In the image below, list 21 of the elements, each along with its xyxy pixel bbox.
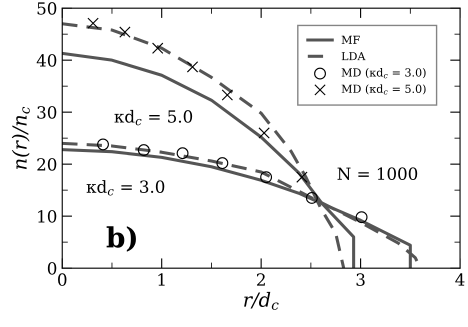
annotation: N = 1000 [338, 167, 418, 180]
x-tick-label: 2 [256, 273, 265, 286]
y-tick-label: 10 [38, 210, 56, 223]
legend-label: MD (κd$_{c}$ = 3.0) [342, 68, 426, 78]
y-tick-label: 20 [37, 158, 56, 171]
legend-label: LDA [342, 52, 366, 60]
y-tick-label: 50 [38, 2, 56, 15]
annotation: κd$_{c}$ = 5.0 [114, 110, 192, 126]
x-tick-label: 1 [158, 273, 165, 286]
x-tick-label: 0 [58, 273, 66, 286]
y-tick-label: 0 [48, 262, 56, 275]
y-axis-title: n(r)/n$_{c}$ [12, 106, 30, 170]
legend-label: MD (κd$_{c}$ = 5.0) [342, 84, 426, 95]
y-tick-label: 40 [36, 54, 56, 67]
x-tick-label: 4 [455, 273, 465, 286]
x-axis-title: r/d$_{c}$ [244, 292, 279, 310]
annotation: b) [106, 226, 136, 252]
annotation: κd$_{c}$ = 3.0 [86, 180, 164, 196]
legend-label: MF [342, 36, 360, 44]
x-tick-label: 3 [356, 273, 365, 286]
y-tick-label: 30 [37, 106, 56, 119]
